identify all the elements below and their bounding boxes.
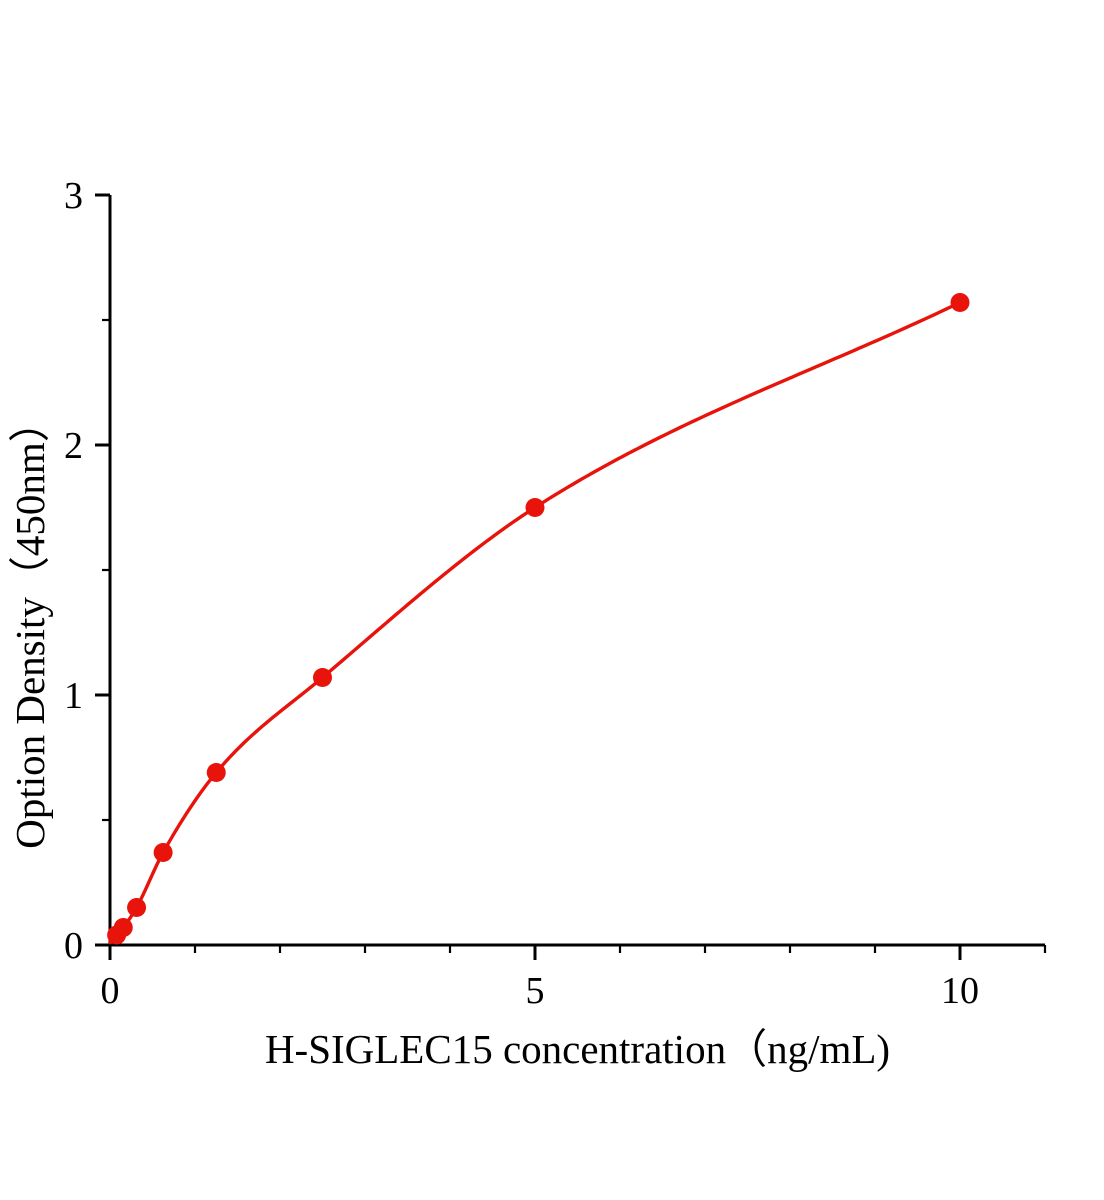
y-tick-label: 0 bbox=[64, 925, 83, 967]
x-tick-label: 5 bbox=[526, 970, 545, 1012]
x-axis-title: H-SIGLEC15 concentration（ng/mL) bbox=[265, 1026, 890, 1072]
y-tick-label: 2 bbox=[64, 425, 83, 467]
data-point bbox=[525, 498, 545, 517]
y-tick-label: 3 bbox=[64, 175, 83, 217]
data-point bbox=[127, 898, 147, 917]
y-axis-title: Option Density（450nm） bbox=[7, 401, 53, 849]
y-tick-label: 1 bbox=[64, 675, 83, 717]
data-point bbox=[313, 668, 332, 687]
data-point bbox=[113, 918, 133, 937]
fit-curve bbox=[108, 300, 962, 945]
axes-lines bbox=[108, 195, 1045, 947]
x-tick-label: 0 bbox=[101, 970, 120, 1012]
data-point bbox=[153, 843, 173, 862]
x-tick-label: 10 bbox=[941, 970, 979, 1012]
data-point bbox=[206, 763, 226, 782]
data-point bbox=[950, 293, 970, 312]
